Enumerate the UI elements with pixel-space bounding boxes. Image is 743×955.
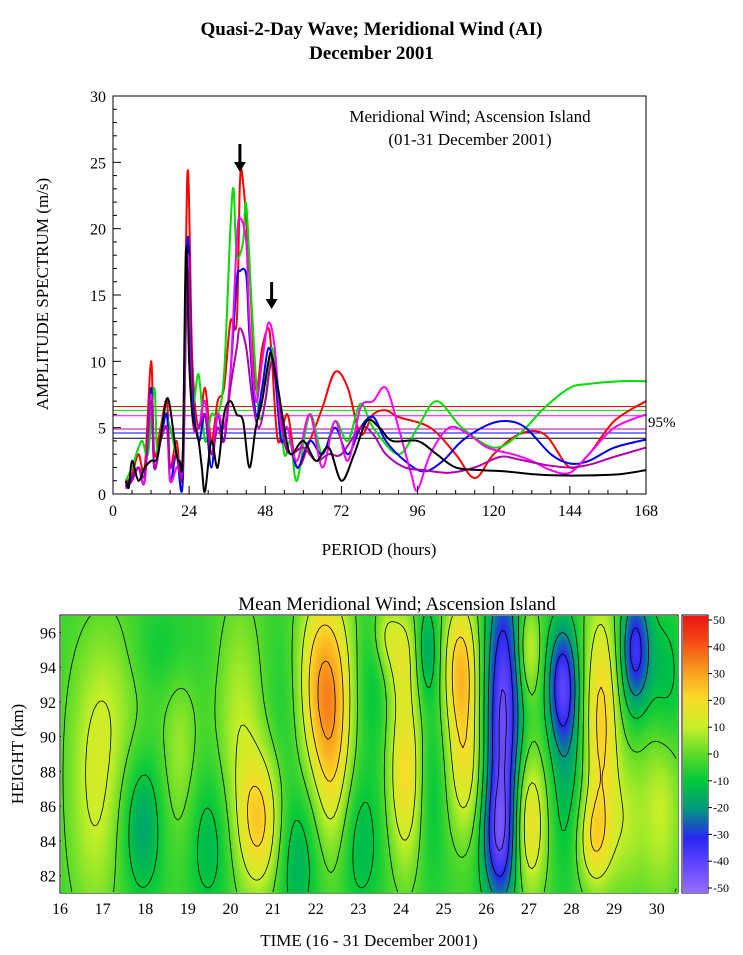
- time-tick-label-18: 18: [137, 901, 153, 918]
- height-tick-label-84: 84: [40, 834, 56, 851]
- time-tick-label-22: 22: [308, 901, 324, 918]
- y-tick-label-10: 10: [90, 354, 106, 371]
- height-tick-label-94: 94: [40, 660, 56, 677]
- spectrum-annotation-line2: (01-31 December 2001): [388, 130, 551, 149]
- heatmap-x-label: TIME (16 - 31 December 2001): [260, 931, 478, 950]
- time-tick-label-16: 16: [52, 901, 68, 918]
- x-tick-label-24: 24: [181, 503, 197, 520]
- title-line-1: Quasi-2-Day Wave; Meridional Wind (AI): [200, 19, 543, 40]
- spectrum-series-line-3: [124, 217, 647, 492]
- colorbar-ticks: 50 40 30 20 10 0 -10 -20 -30 -40 -50: [708, 613, 729, 895]
- x-tick-label-48: 48: [257, 503, 273, 520]
- time-tick-label-19: 19: [180, 901, 196, 918]
- contour-line--20: [484, 616, 649, 893]
- heatmap-title: Mean Meridional Wind; Ascension Island: [238, 594, 556, 615]
- colorbar-tick-label: -20: [713, 801, 729, 815]
- contour-line-10: [85, 616, 624, 881]
- y-tick-label-0: 0: [98, 487, 106, 504]
- height-tick-label-92: 92: [40, 695, 56, 712]
- peak-arrow-head-1: [265, 299, 278, 309]
- contour-line--30: [488, 627, 642, 877]
- colorbar-tick-label: 30: [713, 667, 725, 681]
- colorbar-tick-label: 0: [713, 747, 719, 761]
- amplitude-spectrum-chart: 0 24 48 72 96 120 144 168 0 5 10 15 20 25 30 Meridiona…: [33, 89, 676, 559]
- y-tick-label-30: 30: [90, 89, 106, 106]
- colorbar-tick-label: 50: [713, 613, 725, 627]
- time-tick-label-21: 21: [265, 901, 281, 918]
- x-tick-label-0: 0: [109, 503, 117, 520]
- contour-line-30: [317, 660, 336, 740]
- colorbar-tick-label: -40: [713, 854, 729, 868]
- time-tick-label-17: 17: [95, 901, 111, 918]
- spectrum-annotation-line1: Meridional Wind; Ascension Island: [349, 107, 591, 126]
- y-tick-label-5: 5: [98, 421, 106, 438]
- spectrum-ticks: 0 24 48 72 96 120 144 168 0 5 10 15 20 25 30: [90, 89, 658, 520]
- y-tick-label-15: 15: [90, 288, 106, 305]
- time-tick-label-23: 23: [350, 901, 366, 918]
- height-tick-label-88: 88: [40, 764, 56, 781]
- time-tick-label-26: 26: [478, 901, 494, 918]
- peak-arrow-head-0: [233, 162, 246, 172]
- significance-label: 95%: [648, 415, 676, 431]
- heatmap-field: [61, 616, 678, 893]
- title-line-2: December 2001: [309, 43, 434, 64]
- spectrum-series-line-4: [124, 267, 647, 489]
- colorbar-gradient: [683, 616, 708, 893]
- x-tick-label-168: 168: [634, 503, 658, 520]
- x-tick-label-120: 120: [482, 503, 506, 520]
- time-tick-label-20: 20: [222, 901, 238, 918]
- contour-line-20: [247, 624, 607, 852]
- colorbar-tick-label: -30: [713, 827, 729, 841]
- contour-line--40: [494, 689, 507, 852]
- heatmap-y-label: HEIGHT (km): [8, 704, 27, 804]
- peak-arrows: [233, 144, 278, 309]
- time-tick-label-25: 25: [436, 901, 452, 918]
- height-tick-label-82: 82: [40, 869, 56, 886]
- spectrum-plot-frame: [112, 95, 647, 495]
- time-tick-label-30: 30: [649, 901, 665, 918]
- x-tick-label-144: 144: [558, 503, 582, 520]
- height-tick-label-96: 96: [40, 625, 56, 642]
- y-tick-label-25: 25: [90, 155, 106, 172]
- time-tick-label-28: 28: [563, 901, 579, 918]
- page-title: Quasi-2-Day Wave; Meridional Wind (AI) D…: [0, 18, 743, 66]
- spectrum-series: [124, 167, 647, 493]
- heatmap-contours: [62, 616, 677, 893]
- colorbar-tick-label: 40: [713, 640, 725, 654]
- spectrum-y-label: AMPLITUDE SPECTRUM (m/s): [33, 178, 52, 410]
- colorbar-tick-label: 10: [713, 720, 725, 734]
- colorbar-tick-label: 20: [713, 693, 725, 707]
- y-tick-label-20: 20: [90, 222, 106, 239]
- time-tick-label-27: 27: [521, 901, 537, 918]
- time-tick-label-24: 24: [393, 901, 409, 918]
- spectrum-x-label: PERIOD (hours): [322, 540, 437, 559]
- height-tick-label-86: 86: [40, 799, 56, 816]
- colorbar-tick-label: -50: [713, 881, 729, 895]
- contour-line--10: [128, 616, 675, 893]
- height-tick-label-90: 90: [40, 730, 56, 747]
- contour-line-0: [62, 616, 677, 893]
- x-tick-label-96: 96: [410, 503, 426, 520]
- spectrum-series-line-5: [124, 246, 647, 493]
- colorbar-tick-label: -10: [713, 774, 729, 788]
- time-tick-label-29: 29: [606, 901, 622, 918]
- x-tick-label-72: 72: [333, 503, 349, 520]
